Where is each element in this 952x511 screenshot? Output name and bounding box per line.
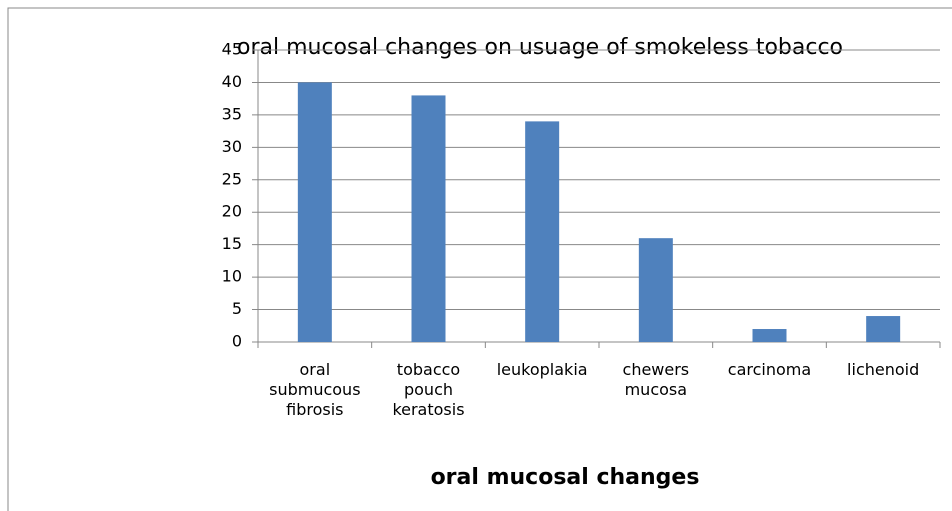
x-tick-label: chewers mucosa [622,360,690,399]
x-tick-label: carcinoma [727,360,812,379]
y-tick-label: 40 [222,72,242,91]
y-tick-label: 0 [232,332,242,351]
bar [638,238,673,342]
bar [866,316,901,342]
bar [525,121,560,342]
x-tick-label: tobacco pouch keratosis [392,360,465,419]
y-tick-label: 30 [222,137,242,156]
y-tick-label: 5 [232,299,242,318]
y-tick-label: 35 [222,104,242,123]
y-tick-label: 25 [222,169,242,188]
x-tick-label: lichenoid [847,360,920,379]
chart-title: oral mucosal changes on usuage of smokel… [237,35,843,60]
bar [411,95,446,342]
x-tick-label: oral submucous fibrosis [269,360,361,419]
y-tick-label: 10 [222,267,242,286]
x-axis-label: oral mucosal changes [431,465,700,490]
x-tick-label: leukoplakia [496,360,588,379]
bar [752,329,787,342]
y-tick-label: 20 [222,202,242,221]
y-tick-label: 45 [222,40,242,59]
chart-frame [7,7,952,511]
y-tick-label: 15 [222,234,242,253]
bar [297,82,332,342]
